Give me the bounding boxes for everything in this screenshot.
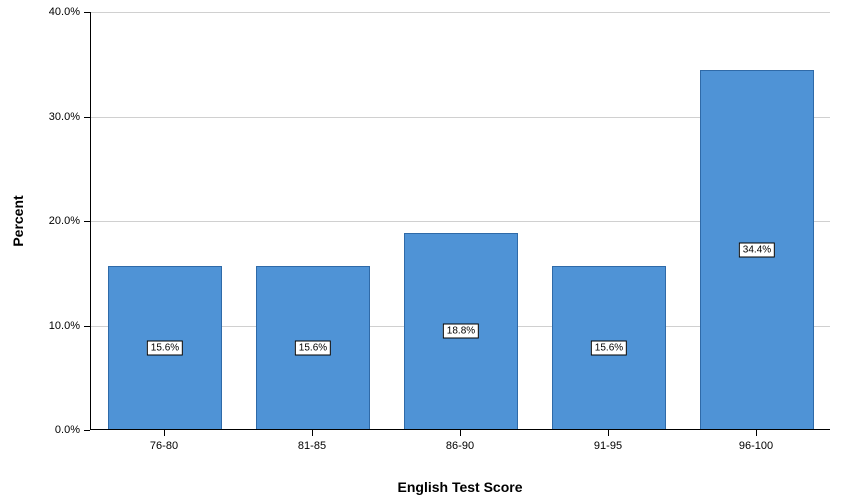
bar-value-label: 15.6% bbox=[591, 340, 627, 355]
y-tick bbox=[84, 117, 90, 118]
y-tick-label: 10.0% bbox=[49, 320, 80, 332]
bar-value-label: 18.8% bbox=[443, 324, 479, 339]
bar: 34.4% bbox=[700, 70, 814, 429]
x-tick-label: 76-80 bbox=[150, 440, 178, 452]
x-tick bbox=[312, 430, 313, 436]
x-tick bbox=[608, 430, 609, 436]
x-tick-label: 86-90 bbox=[446, 440, 474, 452]
y-tick bbox=[84, 12, 90, 13]
y-axis-title: Percent bbox=[10, 195, 26, 246]
x-axis-title: English Test Score bbox=[398, 479, 523, 495]
y-tick-label: 30.0% bbox=[49, 111, 80, 123]
bar-value-label: 34.4% bbox=[739, 242, 775, 257]
y-tick-label: 40.0% bbox=[49, 6, 80, 18]
plot-area: 15.6% 15.6% 18.8% 15.6% 34.4% bbox=[90, 12, 830, 430]
x-tick bbox=[756, 430, 757, 436]
bar-value-label: 15.6% bbox=[147, 340, 183, 355]
bar: 15.6% bbox=[256, 266, 370, 429]
x-tick-label: 91-95 bbox=[594, 440, 622, 452]
bar: 15.6% bbox=[552, 266, 666, 429]
y-tick bbox=[84, 221, 90, 222]
bar-value-label: 15.6% bbox=[295, 340, 331, 355]
y-tick bbox=[84, 430, 90, 431]
y-tick-label: 20.0% bbox=[49, 215, 80, 227]
x-tick bbox=[460, 430, 461, 436]
y-tick bbox=[84, 326, 90, 327]
y-tick-label: 0.0% bbox=[55, 424, 80, 436]
bar-chart: Percent English Test Score 15.6% 15.6% 18.8%… bbox=[0, 0, 851, 501]
x-tick-label: 81-85 bbox=[298, 440, 326, 452]
x-tick-label: 96-100 bbox=[739, 440, 773, 452]
x-tick bbox=[164, 430, 165, 436]
bar: 18.8% bbox=[404, 233, 518, 429]
gridline bbox=[91, 12, 830, 13]
bar: 15.6% bbox=[108, 266, 222, 429]
